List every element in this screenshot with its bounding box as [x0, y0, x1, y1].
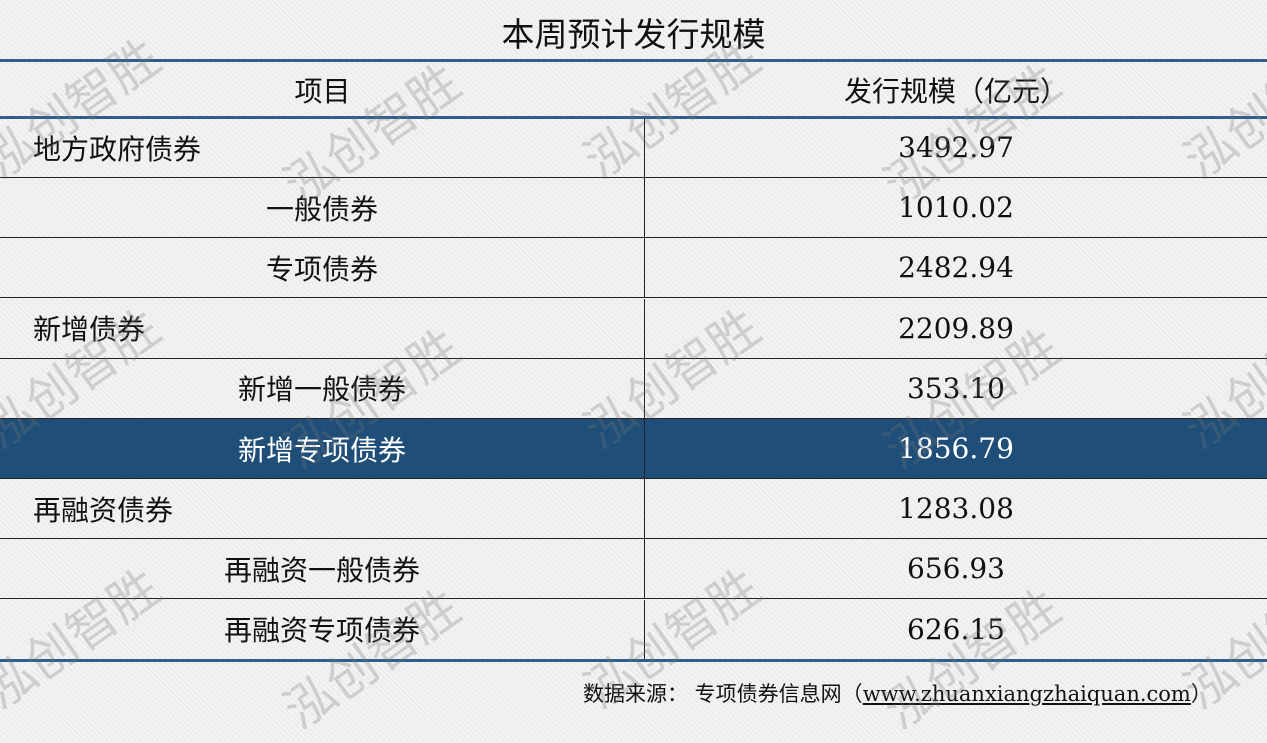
table-row: 再融资一般债券 656.93 [0, 539, 1267, 600]
row-label: 再融资一般债券 [0, 539, 645, 599]
source-note: 数据来源： 专项债券信息网（www.zhuanxiangzhaiquan.com… [583, 678, 1212, 708]
page-title: 本周预计发行规模 [501, 15, 766, 54]
header-value: 发行规模（亿元） [843, 74, 1068, 108]
table-row: 再融资专项债券 626.15 [0, 599, 1267, 660]
table-row: 地方政府债券 3492.97 [0, 118, 1267, 178]
top-rule [0, 59, 1267, 62]
header-item: 项目 [294, 74, 351, 108]
table-row: 再融资债券 1283.08 [0, 479, 1267, 540]
row-label: 再融资债券 [0, 479, 645, 539]
source-label: 数据来源： 专项债券信息网（ [583, 682, 863, 706]
row-value: 353.10 [907, 371, 1005, 405]
source-link[interactable]: www.zhuanxiangzhaiquan.com [862, 682, 1191, 706]
bottom-rule [0, 659, 1267, 662]
row-label: 新增债券 [0, 298, 645, 358]
row-label: 新增一般债券 [0, 358, 645, 418]
header-rule [0, 116, 1267, 119]
row-value: 656.93 [907, 552, 1005, 586]
row-label: 再融资专项债券 [0, 599, 645, 659]
row-value: 1283.08 [898, 492, 1014, 526]
row-value: 626.15 [907, 612, 1005, 646]
row-value: 1856.79 [898, 432, 1014, 465]
table-row: 新增专项债券 1856.79 [0, 419, 1267, 479]
row-value: 2482.94 [898, 251, 1014, 285]
table-row: 专项债券 2482.94 [0, 238, 1267, 299]
table-row: 一般债券 1010.02 [0, 178, 1267, 239]
table-header: 项目 发行规模（亿元） [0, 62, 1267, 117]
row-label: 新增专项债券 [0, 419, 645, 478]
row-value: 2209.89 [898, 311, 1014, 345]
table-row: 新增债券 2209.89 [0, 298, 1267, 359]
source-suffix: ） [1190, 682, 1212, 706]
row-value: 3492.97 [898, 131, 1014, 164]
row-label: 地方政府债券 [0, 118, 645, 177]
row-label: 专项债券 [0, 238, 645, 298]
row-label: 一般债券 [0, 178, 645, 238]
table-row: 新增一般债券 353.10 [0, 358, 1267, 419]
row-value: 1010.02 [898, 191, 1014, 225]
